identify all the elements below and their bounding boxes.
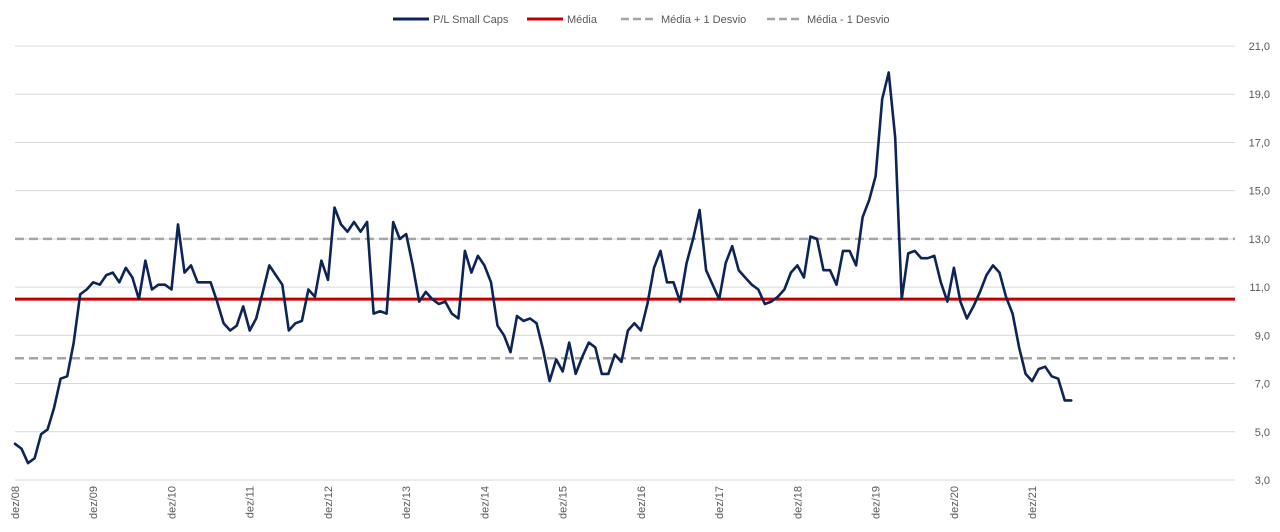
x-tick-label: dez/13: [401, 486, 413, 519]
legend-label-plus: Média + 1 Desvio: [661, 14, 746, 26]
x-tick-label: dez/14: [479, 486, 491, 519]
x-tick-label: dez/08: [10, 486, 22, 519]
y-tick-label: 9,0: [1255, 330, 1270, 342]
y-axis-ticks: 21,0 19,0 17,0 15,0 13,0 11,0 9,0 7,0 5,0 3,0: [1249, 41, 1270, 487]
x-tick-label: dez/18: [792, 486, 804, 519]
y-tick-label: 5,0: [1255, 427, 1270, 439]
x-tick-label: dez/19: [871, 486, 883, 519]
series-layer: [13, 71, 1073, 465]
x-tick-label: dez/11: [245, 486, 257, 518]
x-tick-label: dez/17: [714, 486, 726, 519]
y-tick-label: 19,0: [1249, 89, 1270, 101]
y-tick-label: 3,0: [1255, 475, 1270, 487]
legend-label-pl: P/L Small Caps: [433, 14, 509, 26]
gridlines: [15, 45, 1235, 481]
legend-label-minus: Média - 1 Desvio: [807, 14, 890, 26]
x-tick-label: dez/15: [558, 486, 570, 519]
y-tick-label: 13,0: [1249, 234, 1270, 246]
x-axis-ticks: dez/08 dez/09 dez/10 dez/11 dez/12 dez/13 dez/…: [10, 486, 1039, 519]
legend: P/L Small Caps Média Média + 1 Desvio Média…: [393, 14, 890, 26]
y-tick-label: 15,0: [1249, 186, 1270, 198]
reference-lines: [15, 237, 1235, 360]
series-line-pl-small-caps: [13, 71, 1073, 465]
x-tick-label: dez/10: [166, 486, 178, 519]
y-tick-label: 11,0: [1249, 282, 1270, 294]
y-tick-label: 21,0: [1249, 41, 1270, 53]
x-tick-label: dez/09: [88, 486, 100, 519]
x-tick-label: dez/21: [1027, 486, 1039, 519]
y-tick-label: 7,0: [1255, 379, 1270, 391]
legend-label-mean: Média: [567, 14, 598, 26]
x-tick-label: dez/20: [949, 486, 961, 519]
x-tick-label: dez/12: [323, 486, 335, 519]
x-tick-label: dez/16: [636, 486, 648, 519]
y-tick-label: 17,0: [1249, 137, 1270, 149]
